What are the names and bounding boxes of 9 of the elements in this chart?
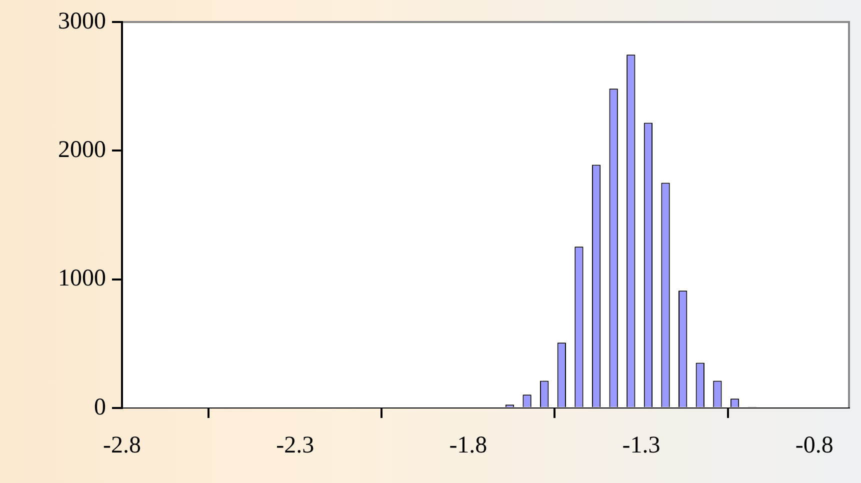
y-tick-label: 1000 — [58, 266, 106, 292]
x-tick-label: -1.8 — [449, 432, 488, 459]
x-tick-label: -2.8 — [103, 432, 141, 459]
y-tick-label: 2000 — [58, 136, 106, 163]
x-tick-label: -0.8 — [795, 432, 834, 459]
y-tick-label: 0 — [94, 394, 106, 420]
x-tick-label: -2.3 — [276, 432, 314, 459]
y-tick-label: 3000 — [58, 8, 106, 34]
x-tick-label: -1.3 — [622, 432, 660, 459]
